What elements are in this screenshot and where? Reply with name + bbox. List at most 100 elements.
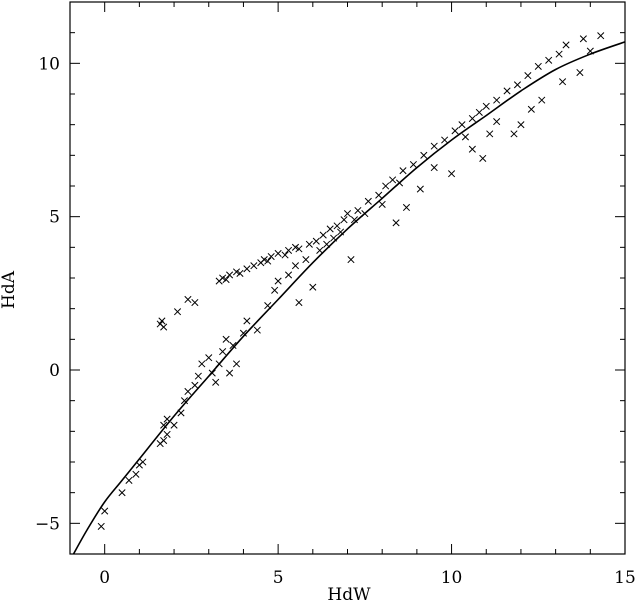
data-point-x-marker <box>461 133 469 141</box>
data-point-x-marker <box>510 130 518 138</box>
data-point-x-marker <box>267 252 275 261</box>
data-point-x-marker <box>430 164 438 172</box>
data-point-x-marker <box>118 489 126 497</box>
plot-axes <box>69 1 626 555</box>
data-point-x-marker <box>302 256 310 264</box>
data-point-x-marker <box>222 335 230 343</box>
data-point-x-marker <box>343 210 352 218</box>
y-axis-label: HdA <box>0 270 19 309</box>
data-point-x-marker <box>291 262 300 270</box>
data-point-x-marker <box>389 176 397 184</box>
data-point-x-marker <box>527 105 535 113</box>
data-point-x-marker <box>160 421 168 429</box>
data-point-x-marker <box>284 271 293 279</box>
data-point-x-marker <box>160 436 168 445</box>
fit-curve-group <box>72 41 625 554</box>
plot-frame <box>69 1 626 555</box>
data-point-x-marker <box>493 118 501 126</box>
data-point-x-marker <box>517 121 525 129</box>
data-point-x-marker <box>180 397 189 405</box>
data-point-x-marker <box>375 191 383 199</box>
data-point-x-marker <box>260 256 268 264</box>
data-point-x-marker <box>194 372 202 380</box>
data-point-x-marker <box>253 326 261 334</box>
data-point-x-marker <box>284 246 293 254</box>
data-point-x-marker <box>232 360 241 368</box>
data-point-x-marker <box>250 262 258 270</box>
data-point-x-marker <box>264 257 272 265</box>
data-point-x-marker <box>416 185 424 193</box>
data-point-x-marker <box>132 470 140 478</box>
data-point-x-marker <box>333 222 341 230</box>
data-point-x-marker <box>305 240 313 248</box>
data-point-x-marker <box>295 298 303 307</box>
data-point-x-marker <box>191 381 199 389</box>
data-point-x-marker <box>101 507 109 515</box>
data-point-x-marker <box>222 275 230 284</box>
data-point-x-marker <box>350 216 358 224</box>
data-point-x-marker <box>191 298 199 307</box>
y-tick-label: −5 <box>35 514 60 534</box>
data-point-x-marker <box>295 245 303 253</box>
x-tick-label: 15 <box>614 568 636 588</box>
fit-curve <box>72 41 625 554</box>
y-tick-label: 10 <box>38 54 60 74</box>
y-tick-label: 5 <box>49 208 60 228</box>
data-point-x-marker <box>555 50 563 58</box>
data-point-x-marker <box>232 268 241 276</box>
data-point-x-marker <box>482 102 490 110</box>
data-point-x-marker <box>538 96 546 104</box>
data-point-x-marker <box>243 265 251 273</box>
data-point-x-marker <box>281 251 289 259</box>
data-point-x-marker <box>513 81 522 89</box>
x-tick-label: 5 <box>273 568 284 588</box>
data-point-x-marker <box>524 72 532 80</box>
data-point-x-marker <box>382 182 390 190</box>
data-point-x-marker <box>163 430 171 438</box>
data-point-x-marker <box>97 522 105 530</box>
data-point-x-marker <box>562 41 570 49</box>
data-point-x-marker <box>219 274 227 282</box>
x-axis-label: HdW <box>327 585 371 605</box>
data-point-x-marker <box>468 114 476 123</box>
data-point-x-marker <box>170 421 178 429</box>
data-point-x-marker <box>441 136 449 144</box>
data-point-x-marker <box>243 317 251 325</box>
data-point-x-marker <box>312 237 320 245</box>
data-point-x-marker <box>503 87 511 95</box>
data-point-x-marker <box>158 317 166 325</box>
data-point-x-marker <box>184 295 192 304</box>
data-point-x-marker <box>479 154 487 162</box>
data-point-x-marker <box>451 127 459 135</box>
data-point-x-marker <box>205 354 213 362</box>
data-point-x-marker <box>340 216 348 224</box>
data-point-x-marker <box>493 96 501 104</box>
data-point-x-marker <box>229 341 237 350</box>
data-point-x-marker <box>559 78 567 86</box>
data-point-x-marker <box>160 323 168 331</box>
data-point-x-marker <box>271 286 279 294</box>
data-point-x-marker <box>184 387 192 396</box>
data-point-x-marker <box>239 329 247 337</box>
data-point-x-marker <box>219 348 227 356</box>
data-point-x-marker <box>173 308 182 316</box>
data-point-x-marker <box>597 32 605 40</box>
data-point-x-marker <box>534 62 542 70</box>
data-point-x-marker <box>486 130 494 138</box>
data-points <box>97 32 605 530</box>
data-point-x-marker <box>274 277 282 285</box>
data-point-x-marker <box>226 369 234 377</box>
data-point-x-marker <box>576 68 584 77</box>
data-point-x-marker <box>291 243 300 251</box>
data-point-x-marker <box>458 121 466 129</box>
data-point-x-marker <box>274 249 282 258</box>
axis-ticks <box>69 1 626 555</box>
data-point-x-marker <box>309 283 317 291</box>
data-point-x-marker <box>326 225 334 233</box>
data-point-x-marker <box>354 206 362 215</box>
x-tick-label: 0 <box>99 568 110 588</box>
data-point-x-marker <box>236 269 244 277</box>
data-point-x-marker <box>319 231 327 239</box>
data-point-x-marker <box>475 108 483 116</box>
